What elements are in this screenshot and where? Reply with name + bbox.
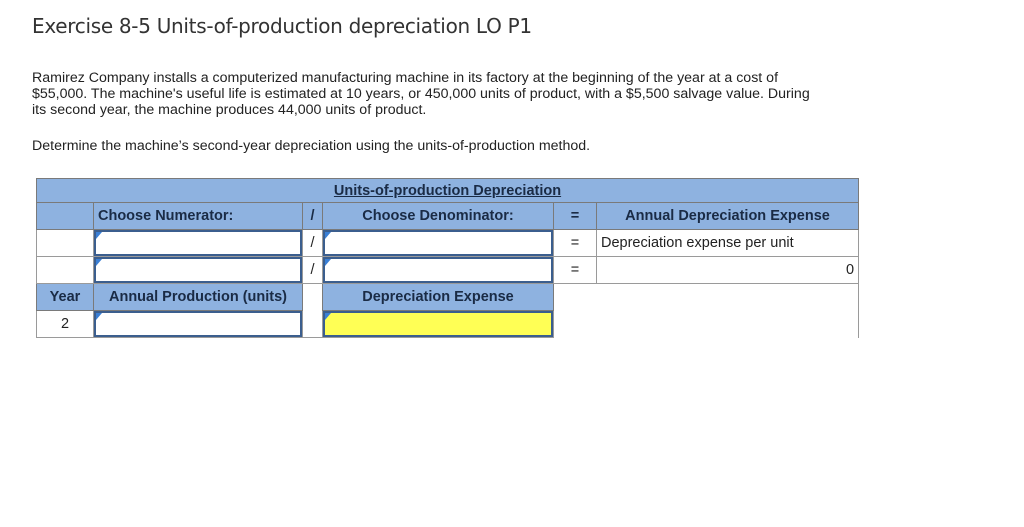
result-row1: Depreciation expense per unit (595, 229, 860, 257)
task-instruction: Determine the machine’s second-year depr… (32, 138, 591, 154)
equals-symbol: = (553, 256, 597, 284)
numerator-input-2[interactable] (93, 256, 303, 284)
annual-production-input[interactable] (93, 310, 303, 338)
problem-description: Ramirez Company installs a computerized … (32, 70, 810, 118)
blank-row-cell (36, 229, 94, 257)
table-header: Units-of-production Depreciation (35, 178, 860, 203)
equals-symbol: = (553, 202, 597, 230)
depreciation-expense-label: Depreciation Expense (322, 283, 554, 311)
denominator-select-1[interactable] (322, 229, 554, 257)
blank-header-cell (36, 202, 94, 230)
divide-symbol: / (302, 256, 323, 284)
annual-production-label: Annual Production (units) (93, 283, 303, 311)
exercise-title: Exercise 8-5 Units-of-production depreci… (32, 14, 532, 38)
dropdown-flag-icon (325, 232, 331, 239)
year-value: 2 (36, 310, 94, 338)
spacer-cell (302, 310, 323, 338)
numerator-select-1[interactable] (93, 229, 303, 257)
numerator-label: Choose Numerator: (93, 202, 303, 230)
input-flag-icon (325, 313, 331, 320)
denominator-input-2[interactable] (322, 256, 554, 284)
input-flag-icon (325, 259, 331, 266)
units-of-production-table: Units-of-production Depreciation Choose … (35, 178, 860, 338)
denominator-label: Choose Denominator: (322, 202, 554, 230)
blank-row-cell (36, 256, 94, 284)
input-flag-icon (96, 259, 102, 266)
divide-symbol: / (302, 229, 323, 257)
dropdown-flag-icon (96, 232, 102, 239)
input-flag-icon (96, 313, 102, 320)
year-label: Year (36, 283, 94, 311)
equals-symbol: = (553, 229, 597, 257)
result-label: Annual Depreciation Expense (595, 202, 860, 230)
spacer-cell (302, 283, 323, 311)
depreciation-expense-answer[interactable] (322, 310, 554, 338)
empty-area (553, 283, 860, 338)
divide-symbol: / (302, 202, 323, 230)
result-row2: 0 (595, 256, 860, 284)
